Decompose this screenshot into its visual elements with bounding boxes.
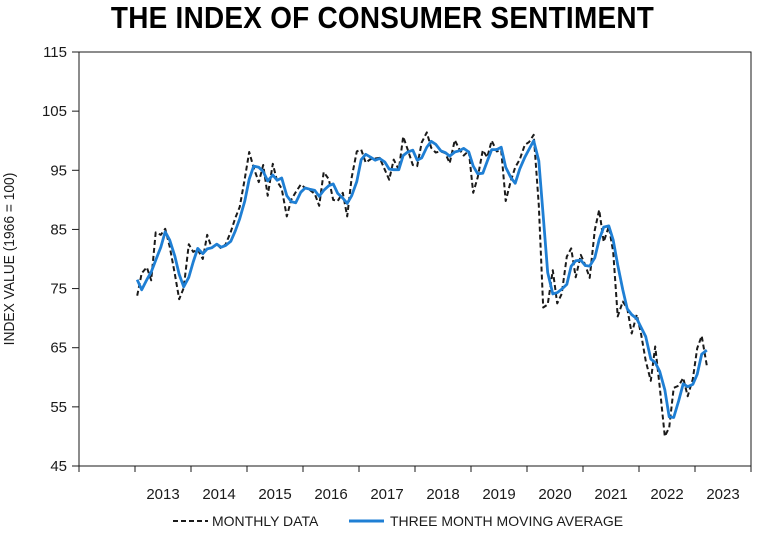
legend: MONTHLY DATA THREE MONTH MOVING AVERAGE bbox=[173, 513, 623, 529]
y-tick-label: 45 bbox=[50, 458, 67, 475]
legend-moving-average-label: THREE MONTH MOVING AVERAGE bbox=[390, 513, 623, 529]
chart-title: THE INDEX OF CONSUMER SENTIMENT bbox=[110, 0, 655, 35]
y-tick-label: 105 bbox=[42, 103, 67, 120]
x-axis-ticks: 2013 2014 2015 2016 2017 2018 2019 2020 2021 2022… bbox=[78, 466, 752, 503]
x-tick-label: 2018 bbox=[426, 486, 459, 503]
y-tick-label: 115 bbox=[43, 44, 67, 61]
x-tick-label: 2013 bbox=[146, 486, 179, 503]
y-tick-label: 75 bbox=[50, 281, 67, 298]
moving-average-points bbox=[136, 140, 708, 419]
y-tick-label: 85 bbox=[50, 221, 67, 238]
y-axis-title: INDEX VALUE (1966 = 100) bbox=[2, 173, 19, 346]
series-group bbox=[135, 131, 708, 438]
moving-average-line bbox=[135, 139, 708, 419]
x-tick-label: 2016 bbox=[314, 486, 347, 503]
x-tick-label: 2019 bbox=[482, 486, 515, 503]
monthly-data-line bbox=[136, 131, 708, 438]
x-tick-label: 2017 bbox=[370, 486, 403, 503]
y-tick-label: 55 bbox=[50, 399, 67, 416]
x-tick-label: 2020 bbox=[538, 486, 571, 503]
y-axis-ticks: 45 55 65 75 85 95 105 115 bbox=[42, 44, 79, 475]
y-tick-label: 65 bbox=[50, 340, 67, 357]
plot-frame bbox=[78, 51, 752, 467]
x-tick-label: 2023 bbox=[706, 486, 739, 503]
x-tick-label: 2022 bbox=[650, 486, 683, 503]
y-tick-label: 95 bbox=[50, 162, 67, 179]
legend-monthly-label: MONTHLY DATA bbox=[212, 513, 319, 529]
x-tick-label: 2014 bbox=[202, 486, 235, 503]
x-tick-label: 2015 bbox=[258, 486, 291, 503]
x-tick-label: 2021 bbox=[594, 486, 627, 503]
